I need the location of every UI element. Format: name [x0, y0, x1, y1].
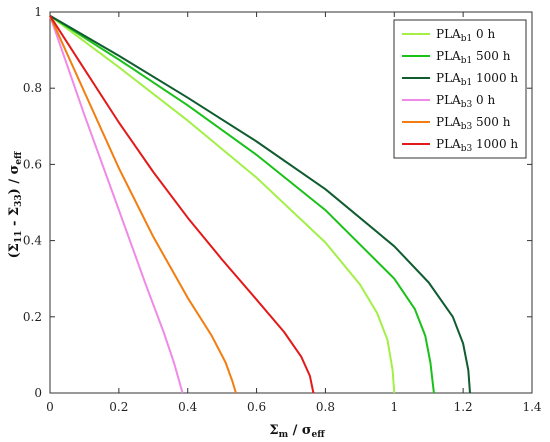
- series-line-plab1-500-h: [49, 14, 435, 394]
- y-tick-label: 0.8: [23, 81, 42, 95]
- y-tick-label: 1: [34, 5, 42, 19]
- plot-area: [49, 11, 533, 394]
- legend-entry: PLAb1 1000 h: [436, 71, 518, 88]
- series-lines: [49, 14, 471, 394]
- x-tick-label: 1.2: [454, 400, 473, 414]
- legend-entry: PLAb3 1000 h: [436, 137, 518, 154]
- series-line-plab1-1000-h: [49, 14, 471, 394]
- x-tick-label: 0.4: [178, 400, 197, 414]
- y-tick-label: 0: [34, 386, 42, 400]
- x-tick-label: 0: [46, 400, 54, 414]
- y-tick-label: 0.6: [23, 157, 42, 171]
- legend-entry: PLAb3 0 h: [436, 93, 495, 110]
- plot-frame: [49, 11, 533, 394]
- y-tick-label: 0.2: [23, 310, 42, 324]
- legend-entry: PLAb1 0 h: [436, 27, 495, 44]
- x-tick-label: 0.2: [109, 400, 128, 414]
- legend-entry: PLAb3 500 h: [436, 115, 511, 132]
- x-tick-label: 1.4: [522, 400, 541, 414]
- series-line-plab3-500-h: [49, 15, 237, 394]
- y-tick-label: 0.4: [23, 234, 42, 248]
- legend-entry: PLAb1 500 h: [436, 49, 511, 66]
- x-tick-label: 0.8: [316, 400, 335, 414]
- legend: PLAb1 0 h PLAb1 500 h PLAb1 1000 h PLAb3 0 …: [393, 19, 527, 159]
- x-tick-label: 0.6: [247, 400, 266, 414]
- series-line-plab3-1000-h: [49, 15, 315, 394]
- x-axis-title: Σm / σeff: [269, 423, 325, 440]
- x-tick-label: 1: [390, 400, 398, 414]
- series-line-plab3-0-h: [49, 15, 184, 394]
- series-line-plab1-0-h: [49, 14, 396, 394]
- axis-ticks: 0 0.2 0.4 0.6 0.8 1 1.2 1.4 0 0.2 0.4 0.6 0.8 1: [23, 5, 542, 414]
- legend-box: [393, 19, 527, 159]
- y-axis-title: (Σ11 - Σ33) / σeff: [7, 151, 24, 258]
